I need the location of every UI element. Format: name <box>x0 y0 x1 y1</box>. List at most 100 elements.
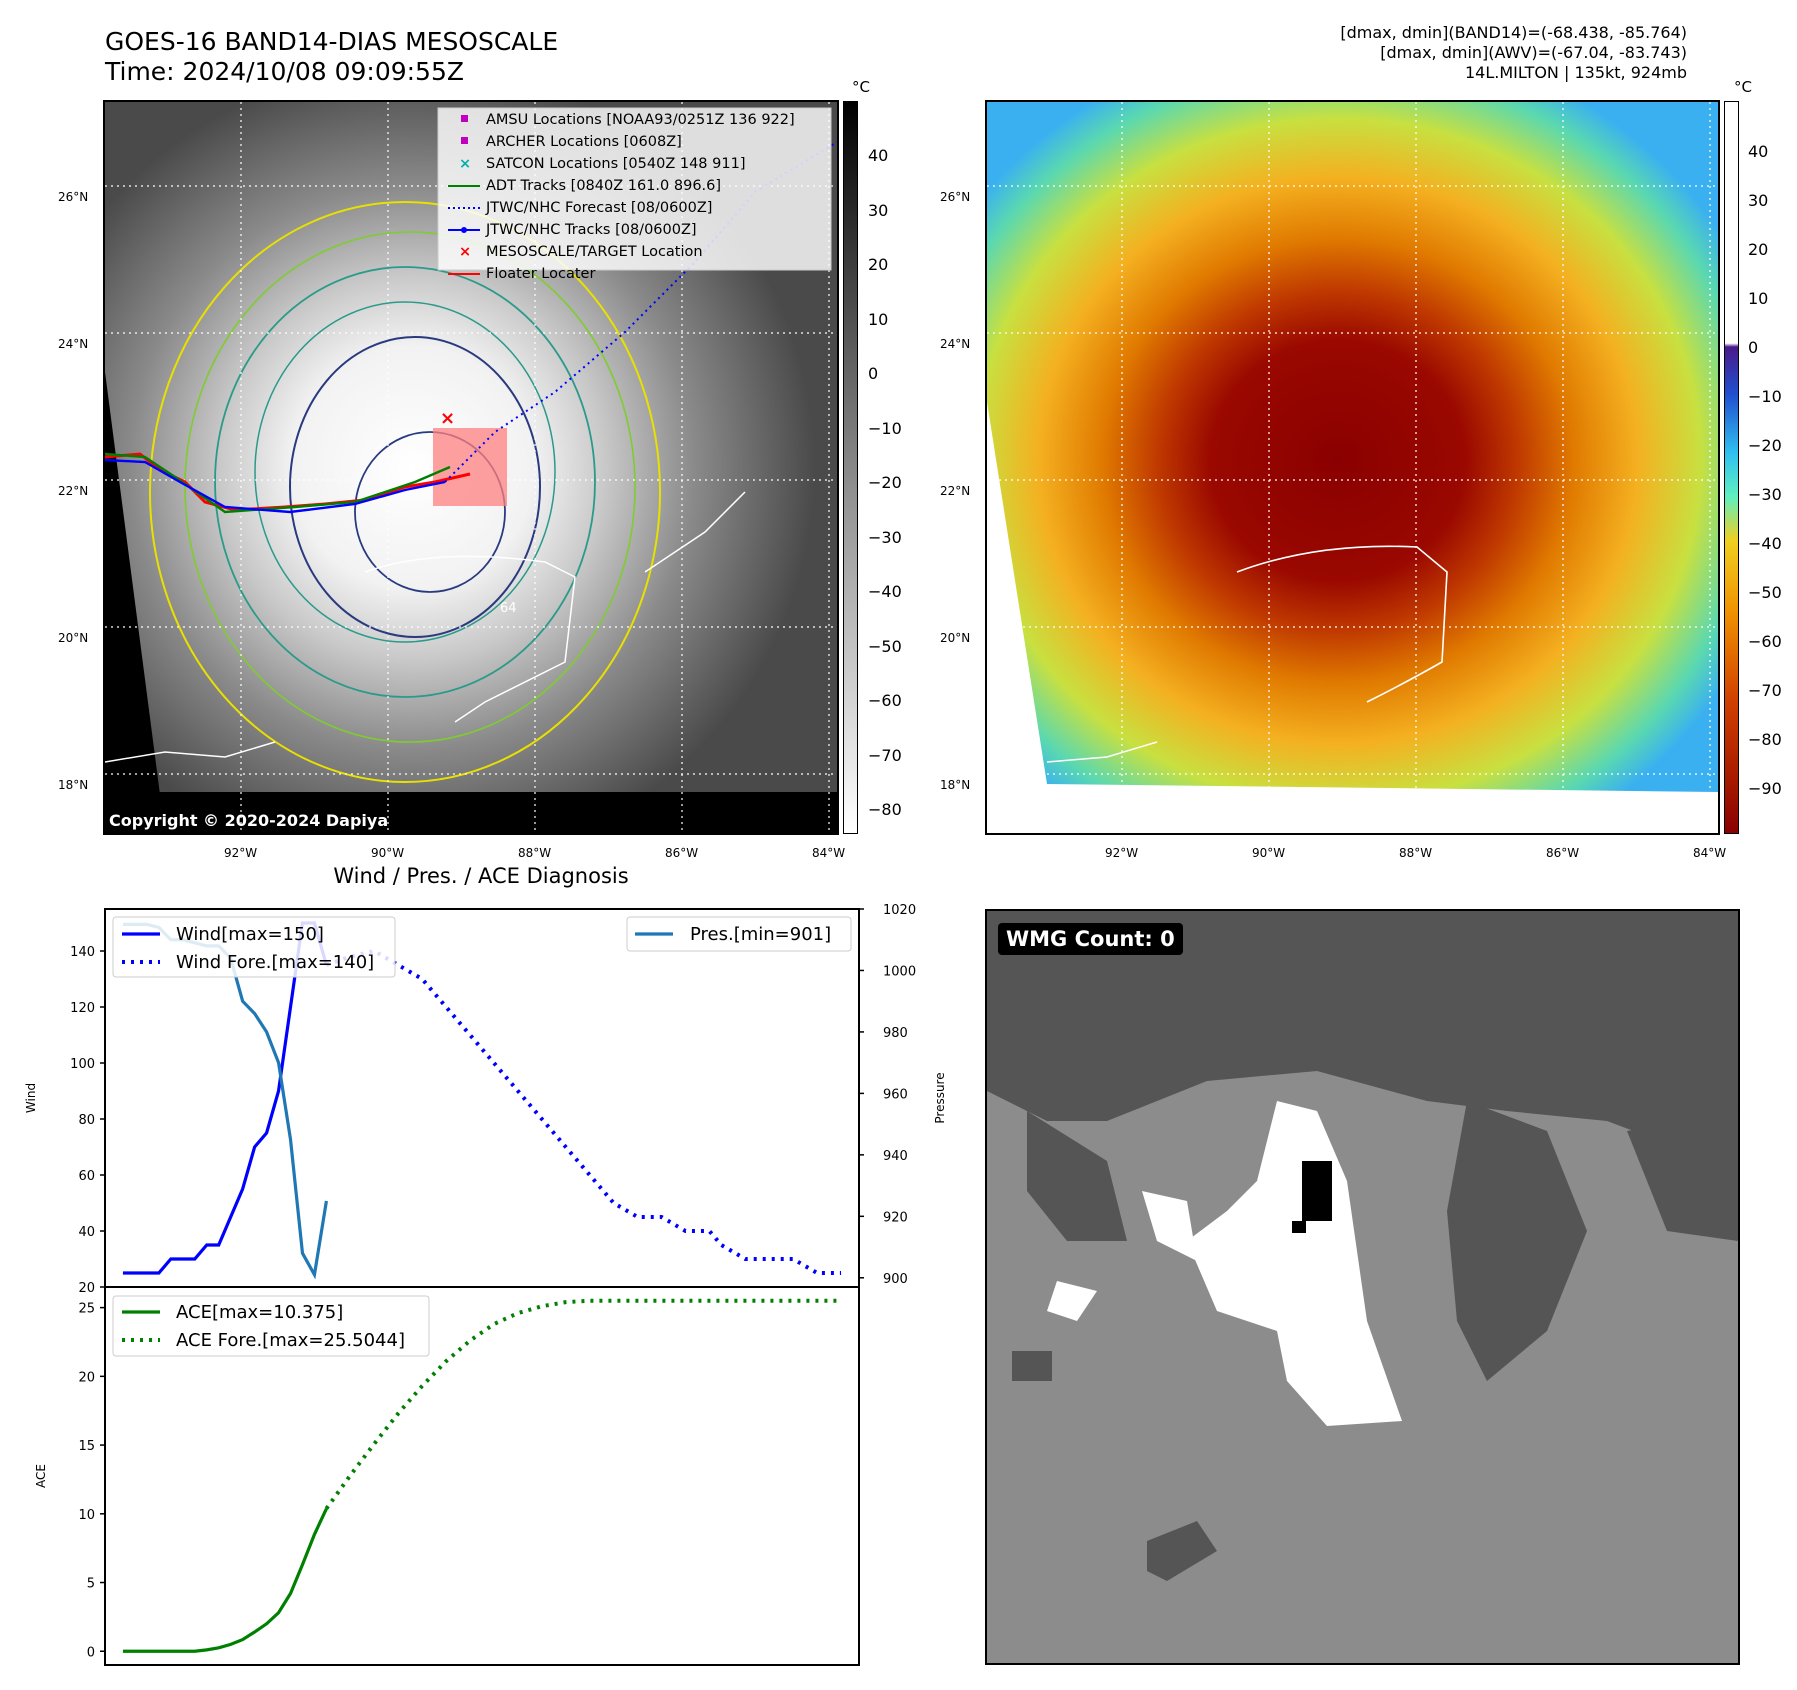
ace-ytick-label-3: 15 <box>78 1439 95 1454</box>
pressure-ytick-label-2: 940 <box>883 1149 908 1164</box>
wind-forecast-series-line <box>325 948 842 1275</box>
lat-label-20: 20°N <box>58 631 89 645</box>
info-storm-id: 14L.MILTON | 135kt, 924mb <box>1464 63 1687 82</box>
right-colorbar-tick-5: −10 <box>1748 387 1782 406</box>
pressure-ytick-label-6: 1020 <box>883 903 916 918</box>
legend-item-forecast: JTWC/NHC Forecast [08/0600Z] <box>448 200 712 216</box>
left-colorbar-tick-6: −20 <box>868 473 902 492</box>
left-colorbar-unit: °C <box>852 78 870 96</box>
lat-label-24: 24°N <box>58 337 89 351</box>
pressure-ytick-label-3: 960 <box>883 1087 908 1102</box>
pressure-ytick-label-4: 980 <box>883 1026 908 1041</box>
wind-ytick-label-1: 40 <box>78 1225 95 1240</box>
right-colorbar-tick-8: −40 <box>1748 534 1782 553</box>
left-map-image: 64 × AMSU Locations [NOAA93/0251Z 136 92 <box>105 102 837 833</box>
legend-item-amsu: AMSU Locations [NOAA93/0251Z 136 922] <box>461 112 795 128</box>
wind-ytick-label-0: 20 <box>78 1281 95 1296</box>
legend-item-tracks: JTWC/NHC Tracks [08/0600Z] <box>448 222 697 238</box>
wind-ytick-label-4: 100 <box>70 1057 95 1072</box>
wmg-image <box>987 911 1738 1663</box>
right-lat-label-18: 18°N <box>940 778 971 792</box>
copyright-text: Copyright © 2020-2024 Dapiya <box>109 811 388 830</box>
ace-forecast-series-line <box>324 1298 842 1510</box>
pressure-ytick-label-1: 920 <box>883 1210 908 1225</box>
left-colorbar-tick-12: −80 <box>868 800 902 819</box>
wind-ytick-label-2: 60 <box>78 1169 95 1184</box>
svg-text:ADT Tracks [0840Z 161.0 896.6]: ADT Tracks [0840Z 161.0 896.6] <box>486 178 721 194</box>
right-colorbar-tick-7: −30 <box>1748 485 1782 504</box>
ace-series-line <box>122 1507 328 1653</box>
right-colorbar-tick-0: 40 <box>1748 142 1769 161</box>
ace-plot-frame <box>104 1286 860 1666</box>
right-colorbar-tick-9: −50 <box>1748 583 1782 602</box>
right-colorbar-tick-10: −60 <box>1748 632 1782 651</box>
left-colorbar <box>843 101 858 834</box>
right-colorbar-tick-1: 30 <box>1748 191 1769 210</box>
lon-label-90: 90°W <box>371 846 405 860</box>
wind-legend-box <box>112 916 396 978</box>
lat-label-18: 18°N <box>58 778 89 792</box>
ace-ytick-label-5: 25 <box>78 1302 95 1317</box>
right-lat-label-20: 20°N <box>940 631 971 645</box>
jtwc-track <box>105 458 446 514</box>
left-colorbar-tick-8: −40 <box>868 582 902 601</box>
ace-axis-label: ACE <box>34 1464 48 1488</box>
left-colorbar-tick-2: 20 <box>868 255 889 274</box>
svg-text:SATCON Locations [0540Z 148 91: SATCON Locations [0540Z 148 911] <box>486 156 745 172</box>
wmg-count-label: WMG Count: 0 <box>1006 927 1175 951</box>
right-colorbar-tick-2: 20 <box>1748 240 1769 259</box>
lat-label-22: 22°N <box>58 484 89 498</box>
pressure-axis-label: Pressure <box>933 1072 947 1123</box>
svg-text:Floater Locater: Floater Locater <box>486 266 595 282</box>
right-lon-label-88: 88°W <box>1399 846 1433 860</box>
wind-ytick-label-6: 140 <box>70 945 95 960</box>
ace-legend-label: ACE[max=10.375] <box>176 1302 343 1323</box>
left-colorbar-tick-7: −30 <box>868 527 902 547</box>
map-legend <box>437 107 832 271</box>
wind-legend-label: Wind[max=150] <box>176 924 324 945</box>
wind-ytick-label-3: 80 <box>78 1113 95 1128</box>
diagnosis-chart-svg: 2040608010012014090092094096098010001020… <box>24 903 947 1666</box>
lat-label-26: 26°N <box>58 190 89 204</box>
contour-label: 64 <box>500 601 517 616</box>
left-colorbar-tick-1: 30 <box>868 200 889 220</box>
right-colorbar-tick-3: 10 <box>1748 289 1769 308</box>
right-colorbar-tick-4: 0 <box>1748 338 1759 357</box>
right-lat-label-24: 24°N <box>940 337 971 351</box>
svg-text:×: × <box>459 156 471 172</box>
legend-item-adt: ADT Tracks [0840Z 161.0 896.6] <box>448 178 721 194</box>
right-colorbar-tick-12: −80 <box>1748 730 1782 749</box>
left-colorbar-tick-5: −10 <box>868 418 902 438</box>
legend-item-mesoscale: × MESOSCALE/TARGET Location <box>459 244 703 260</box>
right-lon-label-92: 92°W <box>1105 846 1139 860</box>
right-map-image <box>987 102 1718 833</box>
ace-ytick-label-4: 20 <box>78 1370 95 1385</box>
pressure-ytick-label-5: 1000 <box>883 964 916 979</box>
right-lat-label-22: 22°N <box>940 484 971 498</box>
right-colorbar-unit: °C <box>1734 78 1752 96</box>
wind-forecast-legend-label: Wind Fore.[max=140] <box>176 952 374 973</box>
diagnosis-chart-area: 20 40 60 80 100 120 140 900 920 940 960 980 1000 1020… <box>0 880 960 1690</box>
legend-item-archer: ARCHER Locations [0608Z] <box>461 134 682 150</box>
lon-label-88: 88°W <box>518 846 552 860</box>
wind-ytick-label-5: 120 <box>70 1001 95 1016</box>
left-colorbar-tick-0: 40 <box>868 146 889 165</box>
chart-title-line1: GOES-16 BAND14-DIAS MESOSCALE <box>105 27 559 56</box>
mesoscale-target-marker: × <box>440 408 455 429</box>
left-map-panel: 64 × AMSU Locations [NOAA93/0251Z 136 92 <box>103 100 839 835</box>
right-map-panel <box>985 100 1720 835</box>
wind-axis-label: Wind <box>24 1083 38 1113</box>
lon-label-86: 86°W <box>665 846 699 860</box>
legend-item-floater: Floater Locater <box>448 266 595 282</box>
pressure-legend-label: Pres.[min=901] <box>690 924 831 945</box>
left-colorbar-tick-4: 0 <box>868 364 879 383</box>
info-band14-range: [dmax, dmin](BAND14)=(-68.438, -85.764) <box>1340 23 1687 42</box>
right-lon-label-90: 90°W <box>1252 846 1286 860</box>
svg-text:AMSU Locations [NOAA93/0251Z 1: AMSU Locations [NOAA93/0251Z 136 922] <box>486 112 795 128</box>
right-lon-label-86: 86°W <box>1546 846 1580 860</box>
wmg-count-badge: WMG Count: 0 <box>998 923 1183 955</box>
svg-text:JTWC/NHC Forecast [08/0600Z]: JTWC/NHC Forecast [08/0600Z] <box>485 200 712 216</box>
svg-text:JTWC/NHC Tracks [08/0600Z]: JTWC/NHC Tracks [08/0600Z] <box>485 222 697 238</box>
info-awv-range: [dmax, dmin](AWV)=(-67.04, -83.743) <box>1380 43 1687 62</box>
left-colorbar-tick-10: −60 <box>868 691 902 710</box>
